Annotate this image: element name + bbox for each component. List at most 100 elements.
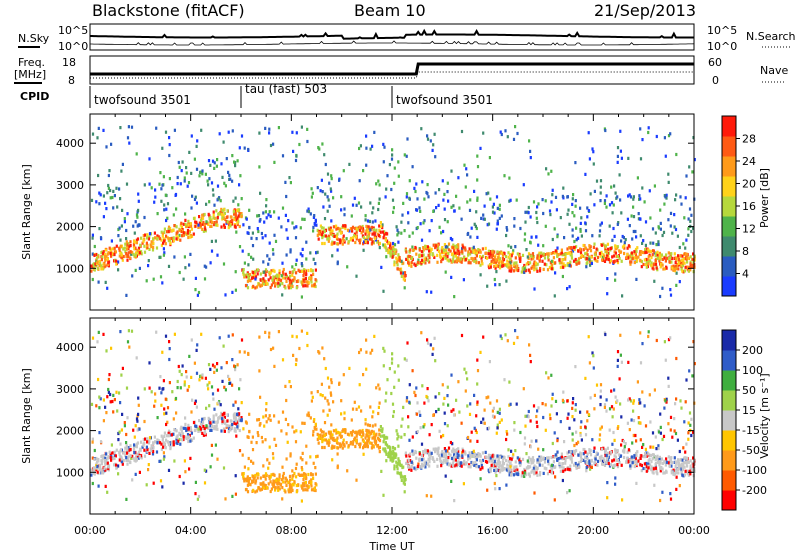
velocity-cell [223, 385, 226, 389]
power-cell [145, 279, 148, 283]
velocity-cell [505, 468, 509, 472]
power-cell [447, 242, 451, 246]
velocity-cell [596, 463, 599, 467]
velocity-cell [505, 437, 508, 442]
power-cell [390, 252, 393, 256]
power-cell [152, 241, 155, 246]
velocity-cell [339, 445, 342, 449]
power-cell [329, 232, 332, 236]
velocity-cell [413, 390, 416, 394]
velocity-cell [614, 395, 617, 399]
power-cell [590, 255, 593, 259]
power-cell [493, 211, 496, 215]
velocity-cell [669, 460, 672, 464]
power-cell [487, 252, 490, 256]
power-cell [635, 277, 638, 281]
power-cell [201, 227, 204, 231]
power-cell [140, 236, 143, 240]
velocity-cell [197, 494, 201, 499]
velocity-cell [681, 468, 684, 472]
power-cell [215, 209, 218, 213]
velocity-cell [471, 461, 474, 465]
velocity-cell [512, 453, 515, 457]
velocity-cell [179, 386, 182, 390]
power-cell [459, 259, 462, 264]
velocity-cell [224, 497, 227, 501]
power-cell [260, 283, 263, 287]
power-cell [644, 250, 647, 254]
power-cell [329, 228, 332, 232]
power-cell [591, 234, 594, 238]
velocity-cell [568, 450, 571, 454]
power-cell [598, 234, 601, 238]
velocity-cell [494, 487, 497, 491]
power-cell [529, 261, 532, 265]
velocity-cell [402, 465, 405, 469]
power-cell [553, 251, 556, 255]
velocity-cell [190, 338, 193, 342]
velocity-cell [535, 471, 538, 475]
power-cell [586, 215, 589, 219]
power-cell [271, 248, 275, 252]
power-cell [281, 261, 284, 265]
velocity-cell [193, 361, 196, 365]
velocity-cell [257, 418, 261, 422]
power-cell [535, 235, 538, 239]
velocity-cell [225, 361, 228, 365]
power-cell [683, 216, 686, 220]
power-cell [677, 254, 680, 258]
power-cell [531, 264, 534, 269]
power-cell [243, 261, 246, 265]
velocity-cell [304, 477, 308, 481]
velocity-cell [638, 398, 641, 402]
velocity-cell [507, 459, 510, 463]
power-cell [207, 183, 210, 187]
power-cell [497, 256, 500, 260]
power-cell [495, 227, 498, 231]
velocity-cell [523, 436, 527, 440]
power-cell [156, 212, 159, 216]
velocity-cell [674, 468, 677, 472]
power-cell [238, 214, 241, 218]
power-cell [523, 238, 526, 242]
velocity-cell [309, 416, 312, 420]
power-cell [494, 266, 497, 270]
velocity-cell [479, 350, 482, 354]
power-cell [388, 163, 391, 167]
velocity-cell [378, 428, 381, 432]
power-cell [258, 131, 261, 135]
power-cell [190, 171, 193, 175]
power-cell [128, 244, 131, 248]
velocity-cell [582, 447, 585, 452]
velocity-cell [293, 471, 296, 476]
velocity-cell [410, 468, 413, 472]
power-cell [477, 261, 480, 265]
power-cell [262, 260, 265, 264]
velocity-cell [503, 456, 506, 460]
power-cell [688, 265, 691, 270]
power-cell [180, 225, 183, 230]
power-cell [188, 150, 191, 154]
velocity-cell [233, 428, 237, 432]
power-cell [402, 277, 405, 281]
power-cell [183, 176, 186, 180]
power-cell [486, 284, 489, 288]
power-cell [154, 236, 157, 240]
velocity-cell [369, 351, 372, 355]
power-cell [228, 173, 231, 177]
power-cell [231, 290, 234, 294]
power-cell [327, 198, 330, 202]
power-cell [573, 214, 576, 218]
velocity-cell [175, 411, 178, 415]
power-cell [647, 126, 650, 130]
power-cell [407, 221, 410, 225]
power-cell [382, 160, 385, 164]
power-cell [99, 193, 102, 197]
velocity-cell [606, 446, 609, 450]
power-cell [644, 262, 647, 267]
velocity-cell [305, 461, 308, 465]
power-cell [121, 208, 124, 212]
power-cell [231, 218, 234, 223]
velocity-cell [365, 350, 368, 354]
velocity-cell [101, 455, 105, 459]
